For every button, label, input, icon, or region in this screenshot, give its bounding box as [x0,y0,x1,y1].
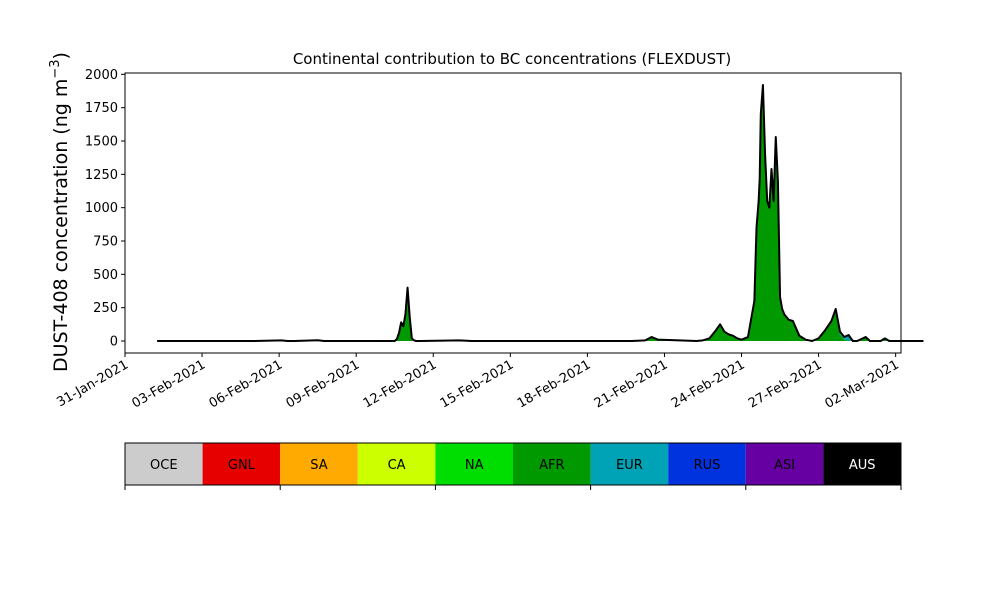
colorbar-label-oce: OCE [150,458,178,473]
colorbar-swatch-aus [823,443,901,485]
y-tick-label: 2000 [85,68,118,83]
y-tick-label: 1250 [85,168,118,183]
colorbar-label-eur: EUR [616,458,643,473]
x-tick-label: 21-Feb-2021 [592,357,671,411]
y-tick-label: 250 [93,301,118,316]
colorbar-swatch-ca [357,443,436,485]
y-tick-label: 750 [93,235,118,250]
colorbar-label-asi: ASI [774,458,795,473]
colorbar-label-aus: AUS [849,458,876,473]
colorbar-swatch-sa [280,443,358,485]
x-tick-label: 09-Feb-2021 [284,357,363,411]
y-axis-label-main: DUST-408 concentration (ng m [50,79,72,372]
x-tick-label: 03-Feb-2021 [130,357,209,411]
y-tick-label: 0 [110,335,118,350]
y-axis-label: DUST-408 concentration (ng m−3) [48,52,72,372]
y-axis-label-sup: −3 [48,59,63,78]
y-tick-label: 1000 [85,201,118,216]
x-tick-label: 06-Feb-2021 [207,357,286,411]
colorbar-label-rus: RUS [694,458,721,473]
series-layer [157,84,924,342]
colorbar-swatch-afr [513,443,591,485]
colorbar-label-sa: SA [310,458,327,473]
x-tick-label: 12-Feb-2021 [361,357,440,411]
x-tick-label: 18-Feb-2021 [515,357,594,411]
plot-frame [124,72,902,354]
x-tick-label: 24-Feb-2021 [669,357,748,411]
colorbar-swatch-gnl [202,443,281,485]
region-colorbar: OCE GNL SA CA NA AFR EUR RUS ASI AUS [124,442,902,490]
colorbar-swatch-asi [745,443,824,485]
colorbar-frame [124,442,902,486]
y-tick-label: 500 [93,268,118,283]
colorbar-swatch-eur [590,443,669,485]
x-tick-label: 27-Feb-2021 [746,357,825,411]
series-area-afr [157,94,924,341]
series-area-eur [157,94,924,341]
colorbar-swatch-na [435,443,513,485]
y-axis: 0 250 500 750 1000 1250 1500 1750 2000 [85,68,125,350]
colorbar-label-na: NA [465,458,484,473]
total-line [157,84,924,342]
colorbar-swatch-rus [668,443,746,485]
x-tick-label: 02-Mar-2021 [823,357,902,411]
y-axis-label-close: ) [50,52,72,59]
chart-title: Continental contribution to BC concentra… [293,50,731,68]
x-axis: 31-Jan-202103-Feb-202106-Feb-202109-Feb-… [54,353,902,412]
colorbar-label-gnl: GNL [228,458,256,473]
colorbar-swatch-oce [125,443,203,485]
colorbar-label-ca: CA [388,458,406,473]
colorbar-label-afr: AFR [539,458,564,473]
series-area-asi [157,85,924,341]
series-area-rus [157,87,924,341]
y-tick-label: 1750 [85,101,118,116]
x-tick-label: 15-Feb-2021 [438,357,517,411]
y-tick-label: 1500 [85,135,118,150]
plot-area [124,72,924,354]
